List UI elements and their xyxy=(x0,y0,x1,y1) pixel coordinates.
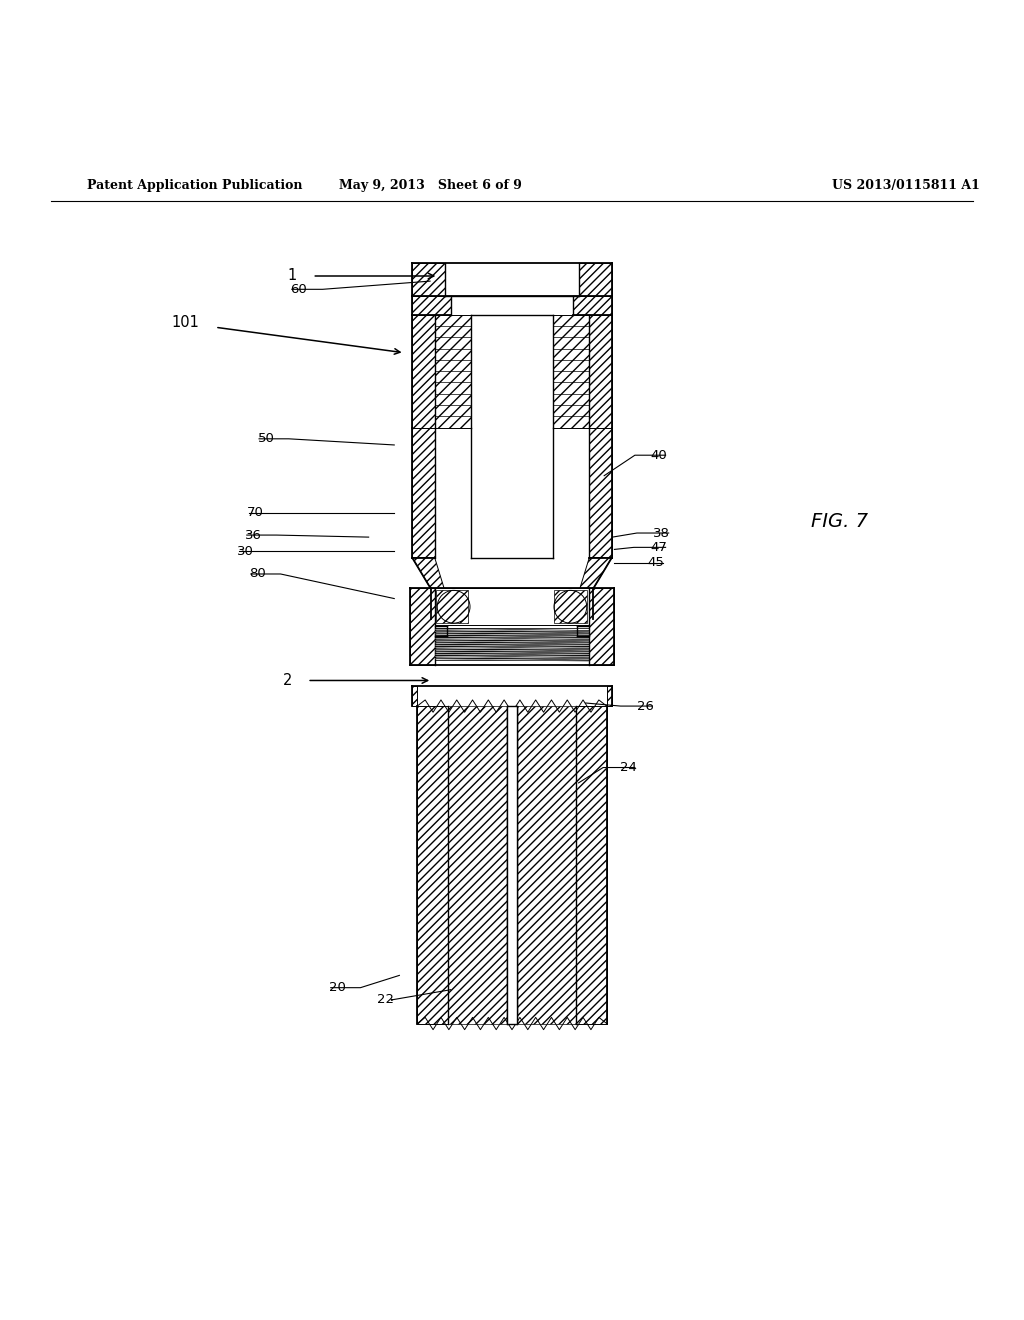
Polygon shape xyxy=(412,428,434,557)
Polygon shape xyxy=(589,589,614,665)
Text: 80: 80 xyxy=(250,568,266,581)
Polygon shape xyxy=(573,297,612,315)
Text: May 9, 2013   Sheet 6 of 9: May 9, 2013 Sheet 6 of 9 xyxy=(339,180,521,193)
Polygon shape xyxy=(412,557,444,589)
Text: 50: 50 xyxy=(258,433,274,445)
Polygon shape xyxy=(434,315,471,428)
Text: 1: 1 xyxy=(288,268,297,284)
Text: 101: 101 xyxy=(172,314,200,330)
Polygon shape xyxy=(553,315,590,428)
Text: 60: 60 xyxy=(291,282,307,296)
Text: 38: 38 xyxy=(653,527,670,540)
Text: 24: 24 xyxy=(620,762,636,774)
Polygon shape xyxy=(579,263,611,297)
Text: FIG. 7: FIG. 7 xyxy=(811,512,868,531)
Polygon shape xyxy=(590,315,612,428)
Polygon shape xyxy=(575,706,606,1023)
Text: 30: 30 xyxy=(238,545,254,558)
Polygon shape xyxy=(410,589,435,665)
Polygon shape xyxy=(606,685,612,706)
Text: 47: 47 xyxy=(650,541,667,554)
Polygon shape xyxy=(412,263,445,297)
Text: 22: 22 xyxy=(377,994,394,1006)
Bar xyxy=(507,706,517,1023)
Text: 45: 45 xyxy=(647,556,664,569)
Text: 36: 36 xyxy=(246,528,262,541)
Polygon shape xyxy=(580,557,612,589)
Polygon shape xyxy=(412,685,418,706)
Circle shape xyxy=(437,590,470,623)
Polygon shape xyxy=(412,297,451,315)
Polygon shape xyxy=(590,428,612,557)
Polygon shape xyxy=(449,706,575,1023)
Text: US 2013/0115811 A1: US 2013/0115811 A1 xyxy=(833,180,980,193)
Text: 26: 26 xyxy=(637,700,653,713)
Text: 40: 40 xyxy=(650,449,667,462)
Text: 2: 2 xyxy=(283,673,292,688)
Text: 70: 70 xyxy=(248,506,264,519)
Circle shape xyxy=(554,590,587,623)
Polygon shape xyxy=(418,706,449,1023)
Text: Patent Application Publication: Patent Application Publication xyxy=(87,180,302,193)
Polygon shape xyxy=(412,315,434,428)
Text: 20: 20 xyxy=(330,981,346,994)
